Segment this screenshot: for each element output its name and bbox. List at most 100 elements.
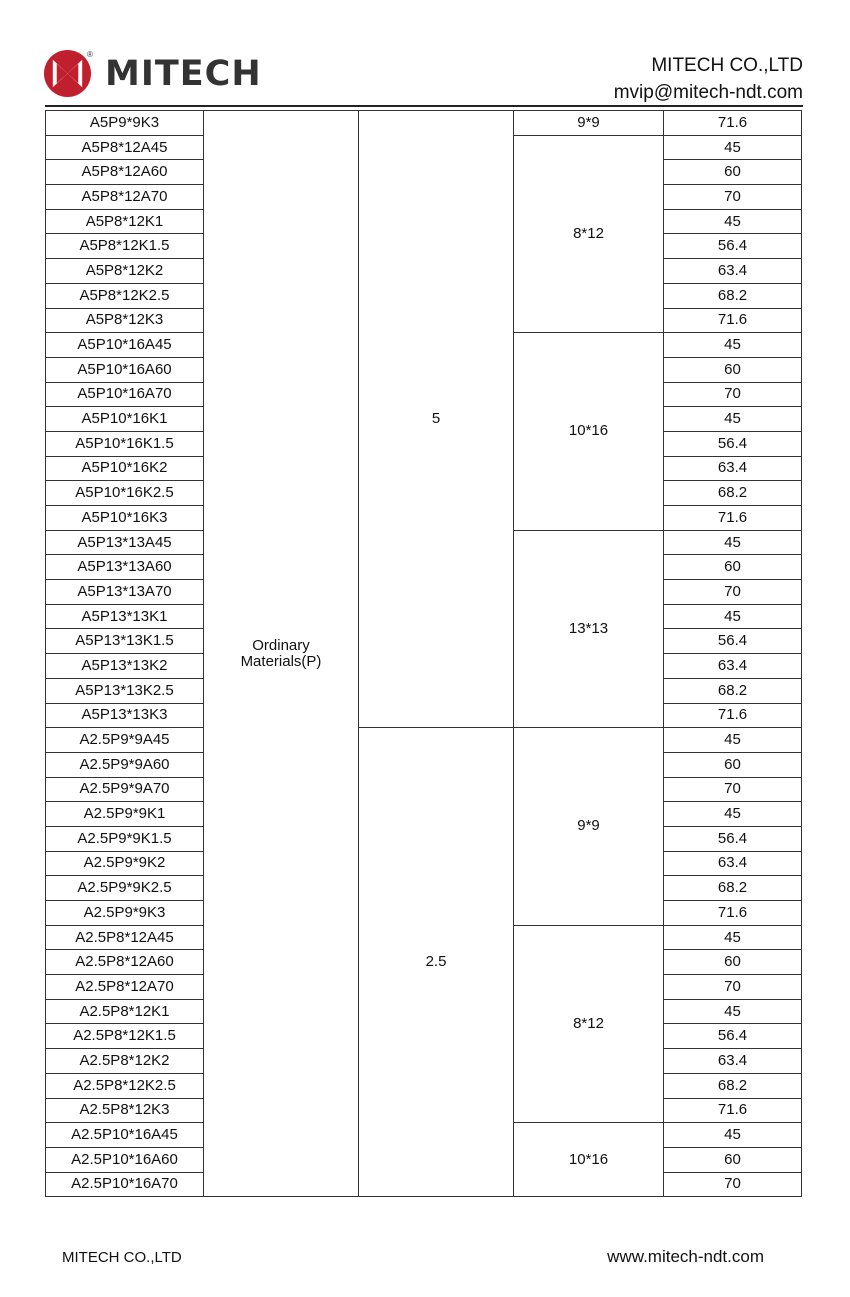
angle-cell: 63.4 [663, 455, 802, 482]
angle-cell: 63.4 [663, 258, 802, 284]
model-cell: A2.5P9*9K2.5 [45, 875, 204, 901]
size-cell: 10*16 [513, 1122, 664, 1198]
header-email: mvip@mitech-ndt.com [613, 82, 803, 103]
model-cell: A5P10*16K2 [45, 455, 204, 482]
table-row: A5P9*9K3 Ordinary Materials(P) 5 9*9 71.6 [45, 109, 802, 1198]
model-cell: A5P13*13K3 [45, 702, 204, 729]
angle-cell: 60 [663, 356, 802, 383]
size-cell: 9*9 [513, 727, 664, 926]
angle-cell: 45 [663, 603, 802, 630]
model-cell: A5P13*13K2.5 [45, 677, 204, 704]
angle-cell: 56.4 [663, 430, 802, 457]
size-cell: 10*16 [513, 332, 664, 531]
model-cell: A5P13*13K1 [45, 603, 204, 630]
table-row: A2.5P9*9K3 71.6 [45, 900, 802, 926]
table-row: A2.5P8*12A70 70 [45, 974, 802, 1000]
model-cell: A5P9*9K3 [45, 110, 204, 136]
model-cell: A2.5P8*12A70 [45, 974, 204, 1000]
angle-cell: 70 [663, 184, 802, 210]
model-cell: A2.5P9*9K1.5 [45, 825, 204, 852]
angle-cell: 71.6 [663, 110, 802, 136]
size-cell: 8*12 [513, 134, 664, 334]
angle-cell: 68.2 [663, 480, 802, 506]
angle-cell: 60 [663, 751, 802, 778]
model-cell: A2.5P8*12A60 [45, 949, 204, 976]
table-row: A5P13*13K1 45 [45, 603, 802, 630]
angle-cell: 70 [663, 776, 802, 803]
model-cell: A2.5P8*12K3 [45, 1097, 204, 1124]
model-cell: A5P13*13A60 [45, 554, 204, 581]
table-row: A2.5P9*9A45 2.5 9*9 45 [45, 727, 802, 1198]
size-cell: 9*9 [513, 110, 664, 136]
model-cell: A5P10*16K3 [45, 505, 204, 531]
table-row: A5P8*12K3 71.6 [45, 307, 802, 334]
table-row: A2.5P10*16A60 60 [45, 1146, 802, 1173]
angle-cell: 68.2 [663, 875, 802, 901]
table-row: A5P13*13K2.5 68.2 [45, 677, 802, 704]
angle-cell: 56.4 [663, 1023, 802, 1050]
angle-cell: 45 [663, 134, 802, 161]
angle-cell: 71.6 [663, 307, 802, 334]
model-cell: A5P10*16A70 [45, 381, 204, 408]
angle-cell: 71.6 [663, 702, 802, 729]
model-cell: A2.5P10*16A60 [45, 1146, 204, 1173]
table-row: A5P10*16K2 63.4 [45, 455, 802, 482]
brand-name: MITECH [105, 54, 262, 94]
table-row: A5P10*16K1 45 [45, 406, 802, 432]
angle-cell: 56.4 [663, 233, 802, 260]
angle-cell: 45 [663, 727, 802, 753]
angle-cell: 45 [663, 406, 802, 432]
table-row: A5P13*13A70 70 [45, 579, 802, 605]
table-row: A2.5P8*12K2 63.4 [45, 1048, 802, 1074]
angle-cell: 45 [663, 998, 802, 1025]
probe-table: A5P9*9K3 Ordinary Materials(P) 5 9*9 71.6 A5P… [45, 109, 802, 1198]
footer-website[interactable]: www.mitech-ndt.com [607, 1247, 764, 1266]
table-row: A2.5P8*12K3 71.6 [45, 1097, 802, 1124]
angle-cell: 45 [663, 332, 802, 358]
table-row: A5P8*12A70 70 [45, 184, 802, 210]
header-divider [45, 105, 803, 107]
table-row: A2.5P9*9A60 60 [45, 751, 802, 778]
size-cell: 13*13 [513, 529, 664, 729]
table-row: A2.5P9*9K2 63.4 [45, 850, 802, 877]
angle-cell: 45 [663, 208, 802, 235]
model-cell: A5P10*16A60 [45, 356, 204, 383]
table-row: A2.5P8*12K1.5 56.4 [45, 1023, 802, 1050]
angle-cell: 68.2 [663, 1072, 802, 1099]
table-row: A2.5P9*9K1.5 56.4 [45, 825, 802, 852]
material-cell: Ordinary Materials(P) [203, 109, 359, 1198]
angle-cell: 68.2 [663, 282, 802, 309]
table-row: A5P13*13K3 71.6 [45, 702, 802, 729]
angle-cell: 60 [663, 1146, 802, 1173]
angle-cell: 70 [663, 1171, 802, 1198]
model-cell: A2.5P10*16A45 [45, 1122, 204, 1148]
footer-company: MITECH CO.,LTD [62, 1249, 182, 1266]
model-cell: A5P8*12K1.5 [45, 233, 204, 260]
angle-cell: 63.4 [663, 653, 802, 679]
model-cell: A5P8*12A70 [45, 184, 204, 210]
angle-cell: 45 [663, 529, 802, 556]
table-row: A2.5P8*12K2.5 68.2 [45, 1072, 802, 1099]
size-cell: 8*12 [513, 924, 664, 1124]
registered-mark: ® [87, 50, 93, 59]
model-cell: A5P13*13A70 [45, 579, 204, 605]
frequency-cell: 2.5 [358, 727, 514, 1198]
angle-cell: 71.6 [663, 505, 802, 531]
angle-cell: 68.2 [663, 677, 802, 704]
table-row: A5P8*12K1.5 56.4 [45, 233, 802, 260]
model-cell: A5P10*16K2.5 [45, 480, 204, 506]
model-cell: A5P10*16K1.5 [45, 430, 204, 457]
model-cell: A2.5P8*12K2 [45, 1048, 204, 1074]
model-cell: A2.5P8*12A45 [45, 924, 204, 951]
model-cell: A2.5P9*9K2 [45, 850, 204, 877]
model-cell: A5P8*12K1 [45, 208, 204, 235]
angle-cell: 60 [663, 949, 802, 976]
angle-cell: 56.4 [663, 628, 802, 655]
table-row: A2.5P10*16A70 70 [45, 1171, 802, 1198]
table-row: A5P13*13K2 63.4 [45, 653, 802, 679]
model-cell: A5P8*12K2 [45, 258, 204, 284]
angle-cell: 70 [663, 974, 802, 1000]
model-cell: A2.5P9*9A60 [45, 751, 204, 778]
table-row: A2.5P10*16A45 10*16 45 [45, 1122, 802, 1198]
angle-cell: 45 [663, 924, 802, 951]
